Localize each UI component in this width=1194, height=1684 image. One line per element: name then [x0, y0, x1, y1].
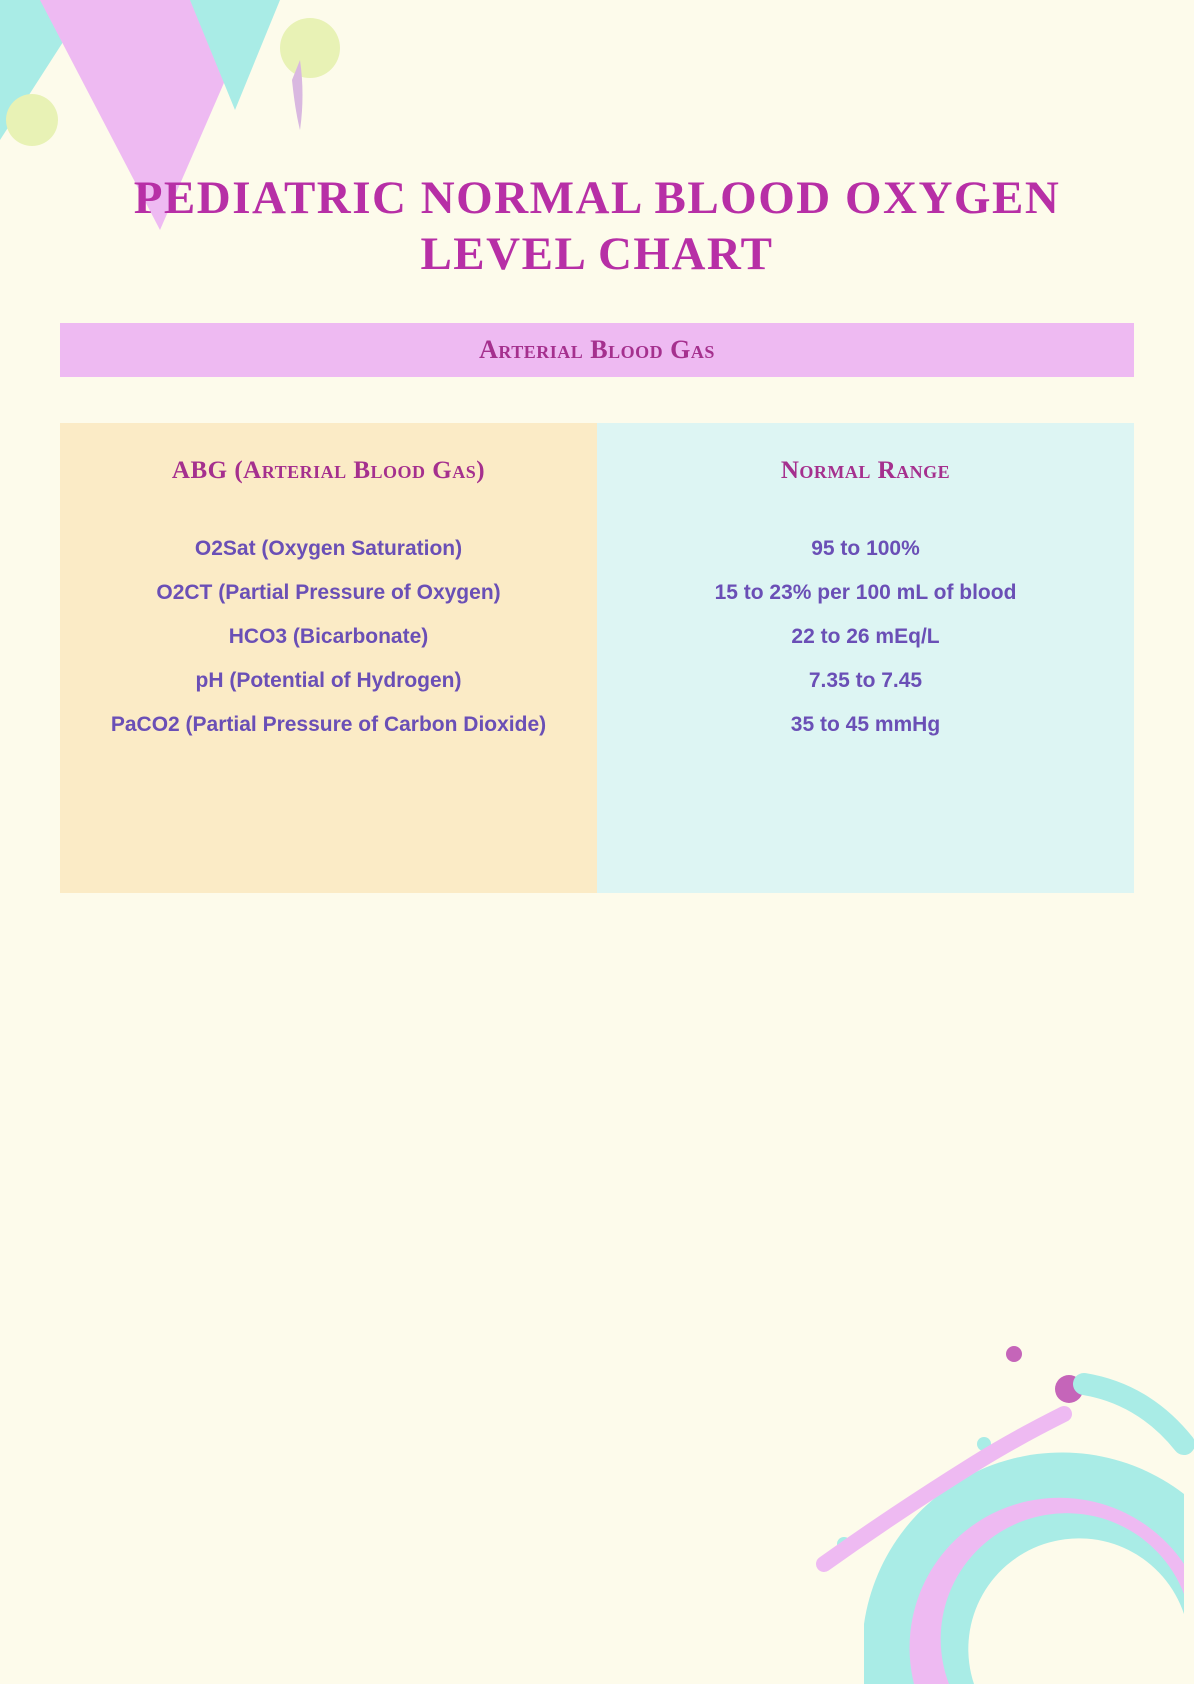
table-column-parameter: ABG (Arterial Blood Gas) O2Sat (Oxygen S… [60, 423, 597, 893]
section-band-label: Arterial Blood Gas [479, 335, 715, 365]
data-table: ABG (Arterial Blood Gas) O2Sat (Oxygen S… [60, 423, 1134, 893]
decorative-bottom-shapes [714, 1264, 1194, 1684]
table-cell: 22 to 26 mEq/L [615, 625, 1116, 649]
column-header-parameter: ABG (Arterial Blood Gas) [78, 457, 579, 485]
table-column-range: Normal Range 95 to 100% 15 to 23% per 10… [597, 423, 1134, 893]
table-cell: 7.35 to 7.45 [615, 669, 1116, 693]
table-cell: 35 to 45 mmHg [615, 713, 1116, 737]
chart-document: PEDIATRIC NORMAL BLOOD OXYGEN LEVEL CHAR… [0, 0, 1194, 893]
table-cell: HCO3 (Bicarbonate) [78, 625, 579, 649]
table-cell: 15 to 23% per 100 mL of blood [615, 581, 1116, 605]
table-cell: 95 to 100% [615, 537, 1116, 561]
page-title: PEDIATRIC NORMAL BLOOD OXYGEN LEVEL CHAR… [60, 170, 1134, 283]
table-cell: pH (Potential of Hydrogen) [78, 669, 579, 693]
table-cell: O2Sat (Oxygen Saturation) [78, 537, 579, 561]
column-header-range: Normal Range [615, 457, 1116, 485]
section-band: Arterial Blood Gas [60, 323, 1134, 377]
table-cell: PaCO2 (Partial Pressure of Carbon Dioxid… [78, 713, 579, 737]
table-cell: O2CT (Partial Pressure of Oxygen) [78, 581, 579, 605]
